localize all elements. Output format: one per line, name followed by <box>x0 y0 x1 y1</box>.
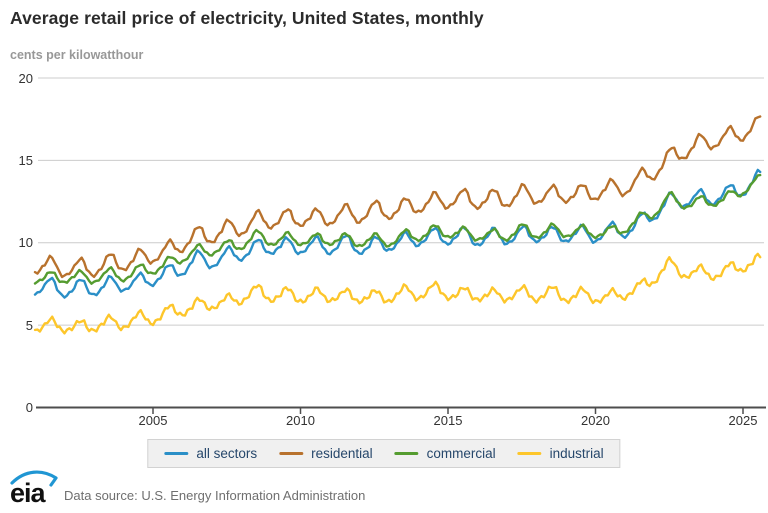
line-commercial <box>33 173 762 285</box>
x-tick-label-2015: 2015 <box>433 413 463 428</box>
y-tick-label-10: 10 <box>18 235 33 251</box>
x-tick-label-2005: 2005 <box>138 413 168 428</box>
legend-item-residential[interactable]: residential <box>279 446 373 461</box>
eia-logo: eia <box>10 470 58 508</box>
legend-label: commercial <box>426 446 496 461</box>
legend-item-all-sectors[interactable]: all sectors <box>164 446 257 461</box>
y-tick-label-5: 5 <box>25 317 33 333</box>
eia-logo-text: eia <box>10 478 47 508</box>
legend-label: all sectors <box>196 446 258 461</box>
eia-logo-swoosh-icon <box>10 470 58 487</box>
residential-swatch-icon <box>279 451 304 456</box>
legend-item-commercial[interactable]: commercial <box>394 446 496 461</box>
legend-label: residential <box>311 446 373 461</box>
legend-item-industrial[interactable]: industrial <box>517 446 604 461</box>
legend-label: industrial <box>549 446 604 461</box>
x-tick-label-2020: 2020 <box>581 413 610 428</box>
y-tick-label-0: 0 <box>25 400 33 415</box>
chart-footer: eia Data source: U.S. Energy Information… <box>6 466 766 510</box>
line-industrial <box>33 252 762 335</box>
industrial-swatch-icon <box>517 451 542 456</box>
all-sectors-swatch-icon <box>164 451 189 456</box>
y-axis-unit-label: cents per kilowatthour <box>10 48 144 62</box>
commercial-swatch-icon <box>394 451 419 456</box>
line-residential <box>33 115 762 279</box>
page-title: Average retail price of electricity, Uni… <box>10 8 484 28</box>
y-tick-label-15: 15 <box>18 152 33 168</box>
x-tick-label-2010: 2010 <box>286 413 315 428</box>
y-tick-label-20: 20 <box>18 70 33 86</box>
chart-legend: all sectors residential commercial indus… <box>147 439 621 468</box>
x-tick-label-2025: 2025 <box>728 413 758 428</box>
data-source-text: Data source: U.S. Energy Information Adm… <box>64 488 366 503</box>
line-all-sectors <box>33 168 762 299</box>
